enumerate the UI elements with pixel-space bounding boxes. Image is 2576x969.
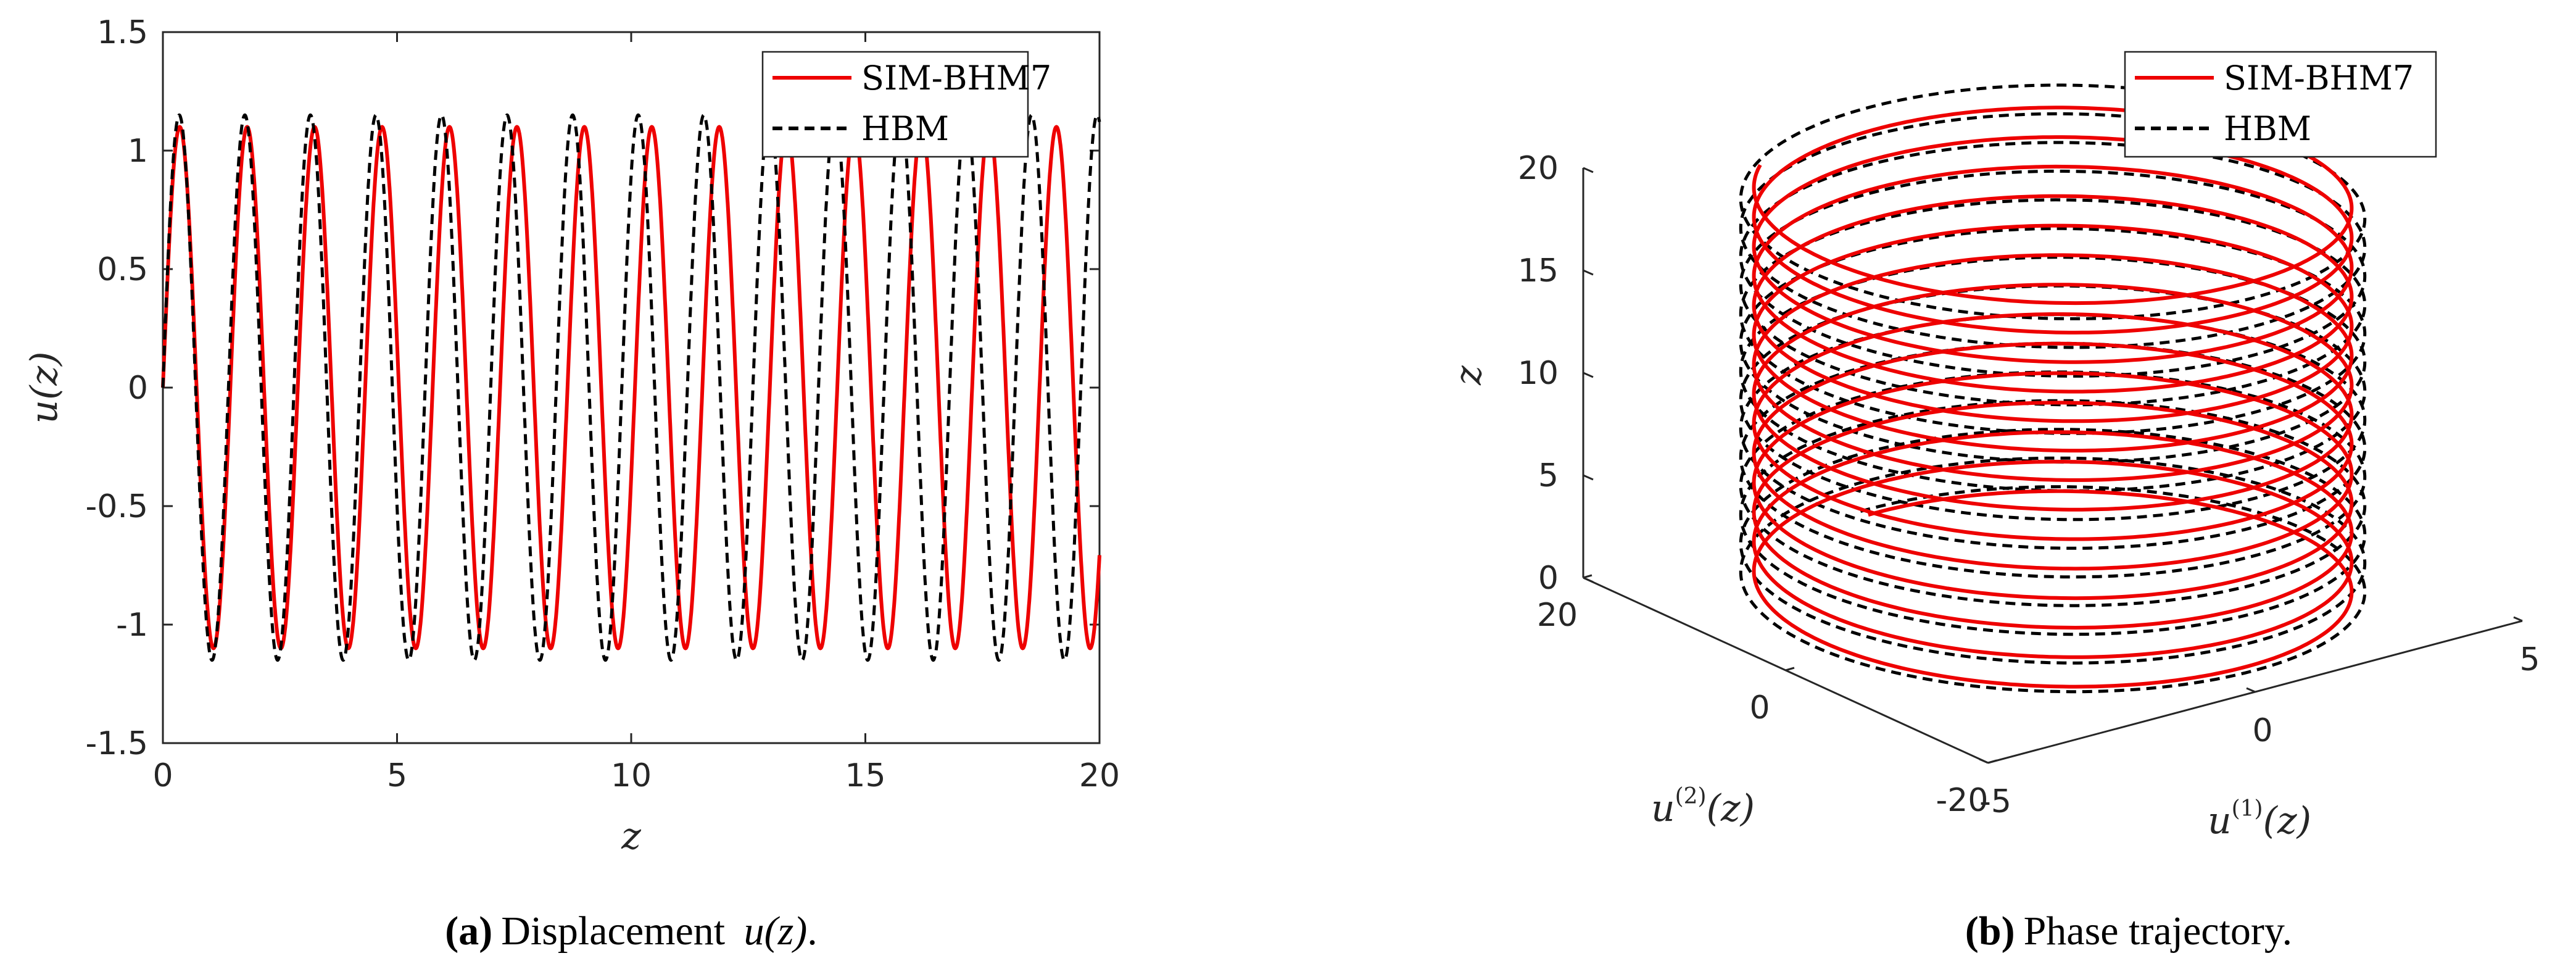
z-tick-mark-b — [1583, 576, 1594, 583]
y-tick-label-a: 1.5 — [97, 14, 148, 51]
series-sim-bhm7-b — [1752, 106, 2354, 689]
u2-tick-label-b: 20 — [1537, 597, 1578, 634]
u1-tick-label-b: -5 — [1979, 783, 2011, 820]
x-tick-label-a: 10 — [611, 757, 652, 794]
z-tick-label-b: 0 — [1538, 560, 1559, 597]
legend-sim-label-b: SIM-BHM7 — [2224, 59, 2414, 98]
z-tick-label-b: 20 — [1518, 150, 1559, 187]
z-tick-mark-b — [1583, 167, 1594, 173]
legend-a: SIM-BHM7 HBM — [761, 51, 1051, 158]
y-tick-label-a: 1 — [128, 133, 148, 170]
u1-tick-mark-b — [2513, 616, 2523, 622]
y-tick-label-a: -1.5 — [86, 725, 148, 762]
legend-b: SIM-BHM7 HBM — [2124, 51, 2437, 158]
x-tick-label-a: 20 — [1079, 757, 1120, 794]
caption-a-math: u(z) — [744, 909, 808, 954]
z-axis-label-b: z — [1447, 365, 1490, 386]
u1-tick-mark-b — [2246, 687, 2256, 693]
z-tick-label-b: 15 — [1518, 252, 1559, 289]
u1-tick-label-b: 5 — [2519, 641, 2540, 678]
x-axis-label-a: z — [621, 815, 641, 858]
series-lines-b — [1739, 83, 2367, 694]
caption-a: (a) Displacement u(z). — [445, 909, 818, 954]
series-sim-bhm7-a — [161, 125, 1101, 651]
u2-axis-label-b: u(2)(z) — [1651, 784, 1755, 830]
caption-b-label: (b) — [1965, 909, 2015, 954]
u2-tick-label-b: -20 — [1936, 782, 1989, 819]
u1-axis-label-b: u(1)(z) — [2208, 796, 2311, 842]
caption-b: (b) Phase trajectory. — [1965, 909, 2292, 954]
u1-tick-mark-b — [1979, 758, 1989, 764]
x-tick-label-a: 5 — [387, 757, 407, 794]
y-tick-label-a: -0.5 — [86, 488, 148, 525]
x-tick-label-a: 15 — [845, 757, 885, 794]
z-tick-label-b: 10 — [1518, 355, 1559, 392]
y-tick-label-a: -1 — [116, 607, 148, 644]
series-lines-a — [161, 113, 1101, 662]
legend-box-b — [2124, 51, 2437, 158]
y-tick-label-a: 0.5 — [97, 251, 148, 288]
u2-tick-mark-b — [1583, 574, 1592, 579]
legend-hbm-label-a: HBM — [861, 109, 949, 148]
u2-tick-mark-b — [1785, 667, 1795, 672]
y-tick-label-a: 0 — [128, 370, 148, 407]
caption-a-end: . — [807, 909, 818, 954]
displacement-panel: 0 5 10 15 20 -1.5 -1 -0.5 0 0.5 1 1.5 z u(z) SIM-BH… — [23, 14, 1120, 954]
caption-b-text: Phase trajectory. — [2024, 909, 2293, 954]
caption-a-text: Displacement — [501, 909, 735, 954]
u2-tick-mark-b — [1987, 759, 1997, 764]
z-tick-mark-b — [1583, 269, 1594, 276]
x-tick-label-a: 0 — [152, 757, 173, 794]
u2-tick-label-b: 0 — [1749, 689, 1770, 726]
z-tick-mark-b — [1583, 474, 1594, 481]
z-tick-mark-b — [1583, 372, 1594, 378]
y-axis-label-a: u(z) — [23, 351, 66, 423]
caption-a-label: (a) — [445, 909, 492, 954]
axis-ticks-a: 0 5 10 15 20 -1.5 -1 -0.5 0 0.5 1 1.5 — [86, 14, 1120, 794]
legend-box-a — [761, 51, 1029, 158]
z-tick-label-b: 5 — [1538, 457, 1559, 494]
legend-sim-label-a: SIM-BHM7 — [861, 59, 1051, 98]
legend-hbm-label-b: HBM — [2224, 109, 2311, 148]
u1-tick-label-b: 0 — [2252, 712, 2272, 749]
